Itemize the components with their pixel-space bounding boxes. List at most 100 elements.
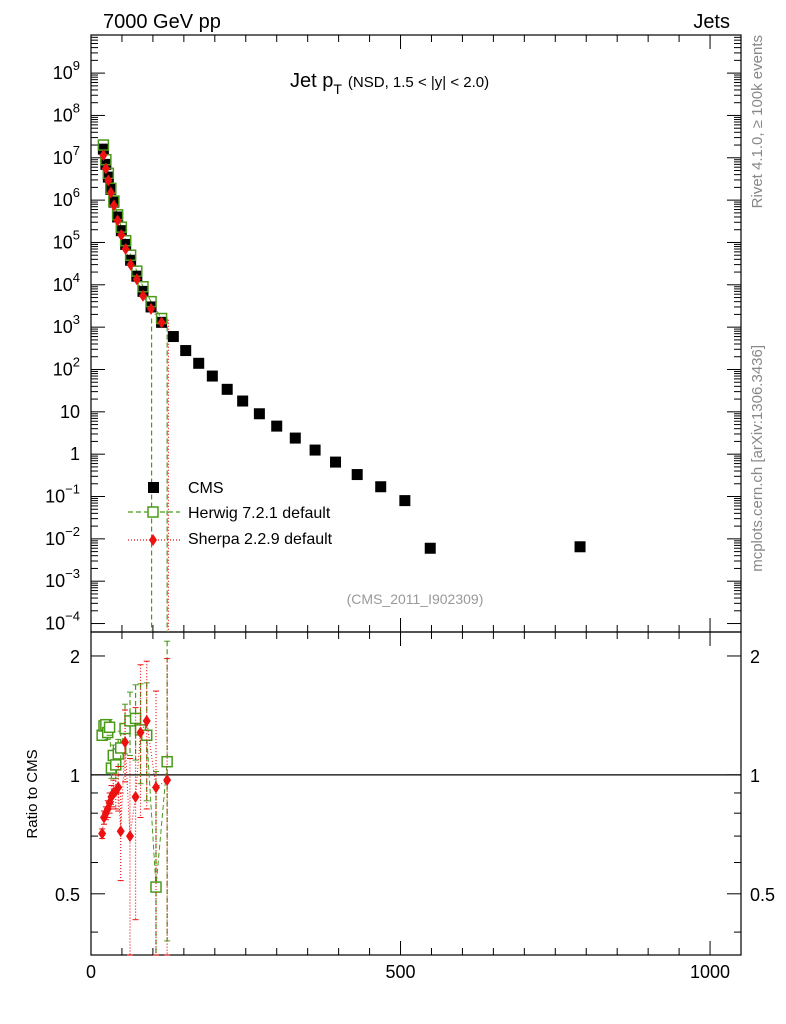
analysis-watermark: (CMS_2011_I902309) bbox=[347, 591, 484, 607]
cms-point bbox=[271, 420, 283, 432]
legend-cms-label: CMS bbox=[188, 480, 224, 497]
main-y-tick-label: 108 bbox=[53, 100, 80, 125]
x-tick-label: 500 bbox=[386, 962, 416, 982]
tick-base: 10 bbox=[45, 571, 65, 591]
tick-base: 10 bbox=[53, 317, 73, 337]
tick-exponent: 5 bbox=[73, 227, 80, 242]
herwig-line bbox=[102, 144, 162, 319]
sherpa-point bbox=[121, 243, 130, 256]
rivet-version-label: Rivet 4.1.0, ≥ 100k events bbox=[749, 35, 766, 208]
cms-point bbox=[375, 481, 387, 493]
sherpa-point bbox=[157, 316, 166, 329]
tick-exponent: 3 bbox=[73, 312, 80, 327]
ratio-y-tick-label: 1 bbox=[70, 766, 80, 786]
tick-base: 1 bbox=[70, 444, 80, 464]
cms-point bbox=[399, 495, 411, 507]
ratio-panel-frame bbox=[90, 631, 742, 956]
sherpa-ratio-point bbox=[136, 726, 145, 739]
tick-base: 10 bbox=[53, 190, 73, 210]
sherpa-point bbox=[139, 289, 147, 302]
cms-point bbox=[167, 331, 179, 343]
cms-point bbox=[97, 143, 109, 155]
sherpa-ratio-point bbox=[121, 736, 130, 749]
sherpa-ratio-point bbox=[152, 781, 160, 794]
tick-exponent: 9 bbox=[73, 58, 80, 73]
cms-point bbox=[193, 357, 205, 369]
sherpa-point bbox=[132, 273, 141, 286]
tick-exponent: 4 bbox=[73, 270, 80, 285]
sherpa-point bbox=[113, 214, 122, 227]
main-y-tick-label: 10 bbox=[60, 402, 80, 422]
herwig-ratio-point bbox=[110, 759, 122, 771]
sherpa-ratio-point bbox=[163, 774, 172, 787]
tick-base: 10 bbox=[53, 63, 73, 83]
main-y-tick-label: 10−3 bbox=[45, 566, 80, 591]
tick-base: 10 bbox=[45, 614, 65, 634]
tick-base: 10 bbox=[60, 402, 80, 422]
legend: CMS Herwig 7.2.1 default Sherpa 2.2.9 de… bbox=[128, 480, 333, 548]
mcplots-label: mcplots.cern.ch [arXiv:1306.3436] bbox=[749, 345, 766, 572]
main-y-tick-label: 106 bbox=[53, 185, 80, 210]
x-tick-label: 1000 bbox=[690, 962, 730, 982]
main-y-tick-label: 109 bbox=[53, 58, 80, 83]
ratio-y-tick-label-right: 2 bbox=[750, 647, 760, 667]
ratio-data-series bbox=[96, 640, 173, 956]
sherpa-ratio-point bbox=[116, 825, 125, 838]
main-y-tick-label: 10−1 bbox=[45, 482, 80, 507]
sherpa-point bbox=[104, 174, 113, 187]
ratio-y-axis: 0.5 0.5 1 1 2 2 bbox=[55, 647, 775, 933]
sherpa-point bbox=[106, 186, 115, 199]
herwig-ratio-point bbox=[129, 712, 142, 725]
tick-exponent: 6 bbox=[73, 185, 80, 200]
title-extra: (NSD, 1.5 < |y| < 2.0) bbox=[348, 74, 489, 91]
title-sub: T bbox=[333, 81, 342, 97]
cms-point bbox=[330, 456, 342, 468]
tick-base: 10 bbox=[53, 105, 73, 125]
tick-exponent: 7 bbox=[73, 143, 80, 158]
legend-sherpa-label: Sherpa 2.2.9 default bbox=[188, 531, 333, 548]
tick-exponent: −2 bbox=[65, 524, 80, 539]
cms-point bbox=[289, 432, 301, 444]
ratio-y-tick-label: 0.5 bbox=[55, 885, 80, 905]
sherpa-point bbox=[99, 149, 108, 162]
sherpa-ratio-point bbox=[126, 830, 134, 843]
sherpa-point bbox=[101, 162, 110, 175]
sherpa-point bbox=[147, 302, 156, 315]
main-y-tick-label: 10−2 bbox=[45, 524, 80, 549]
ratio-y-tick-label: 2 bbox=[70, 647, 80, 667]
legend-herwig-label: Herwig 7.2.1 default bbox=[188, 505, 331, 522]
tick-base: 10 bbox=[45, 529, 65, 549]
cms-point bbox=[237, 395, 249, 407]
main-y-tick-label: 107 bbox=[53, 143, 80, 168]
main-title: Jet pT (NSD, 1.5 < |y| < 2.0) bbox=[290, 70, 489, 97]
legend-cms-marker bbox=[148, 482, 159, 493]
tick-exponent: 2 bbox=[73, 354, 80, 369]
legend-sherpa-marker bbox=[149, 534, 157, 546]
tick-base: 10 bbox=[53, 232, 73, 252]
tick-base: 10 bbox=[53, 148, 73, 168]
cms-point bbox=[424, 542, 436, 554]
cms-point bbox=[221, 383, 233, 395]
tick-exponent: −1 bbox=[65, 482, 80, 497]
ratio-axis-label: Ratio to CMS bbox=[24, 749, 41, 838]
cms-point bbox=[253, 408, 265, 420]
tick-base: 10 bbox=[45, 487, 65, 507]
main-y-tick-label: 104 bbox=[53, 270, 80, 295]
x-tick-label: 0 bbox=[86, 962, 96, 982]
cms-point bbox=[574, 541, 586, 553]
sherpa-ratio-point bbox=[131, 790, 140, 803]
title-main: Jet p bbox=[290, 70, 333, 92]
energy-label: 7000 GeV pp bbox=[103, 11, 221, 33]
ratio-y-tick-label-right: 0.5 bbox=[750, 885, 775, 905]
tick-exponent: −3 bbox=[65, 566, 80, 581]
main-data-series bbox=[97, 139, 586, 632]
sherpa-ratio-point bbox=[98, 827, 107, 840]
sherpa-point bbox=[126, 258, 135, 271]
tick-exponent: 8 bbox=[73, 100, 80, 115]
main-y-tick-label: 103 bbox=[53, 312, 80, 337]
cms-point bbox=[180, 345, 192, 357]
tick-base: 10 bbox=[53, 359, 73, 379]
category-label: Jets bbox=[693, 11, 730, 33]
main-y-tick-label: 102 bbox=[53, 354, 80, 379]
tick-exponent: −4 bbox=[65, 609, 80, 624]
